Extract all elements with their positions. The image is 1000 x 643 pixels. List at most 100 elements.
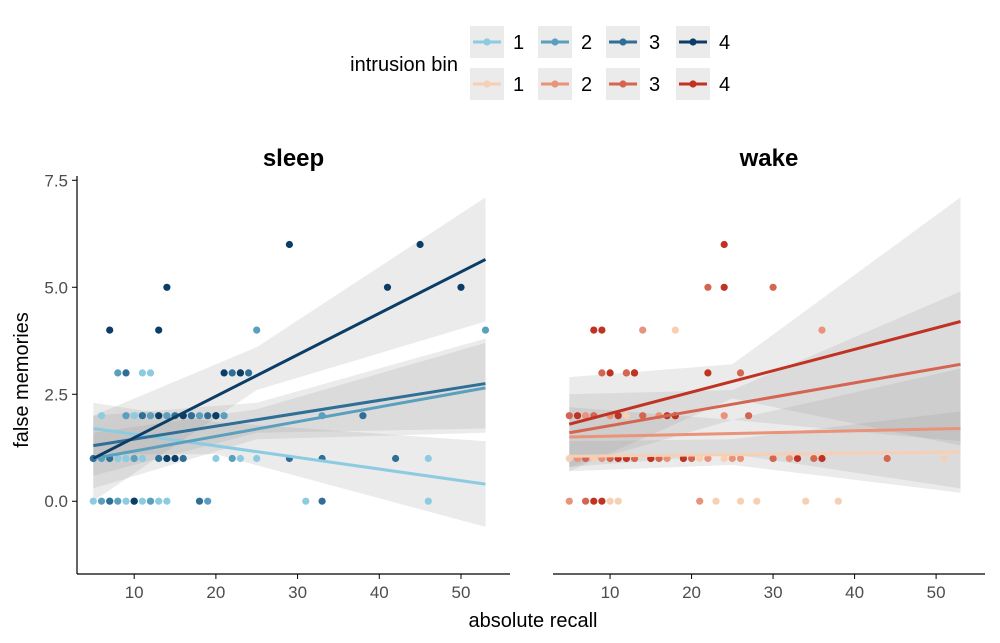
fit-line-wake-bin-4	[568, 320, 961, 426]
point-wake-bin-1	[614, 497, 622, 505]
point-sleep-bin-1	[302, 497, 310, 505]
point-sleep-bin-2	[122, 412, 130, 420]
point-wake-bin-3	[688, 454, 696, 463]
point-sleep-bin-3	[359, 412, 367, 420]
legend-key-label: 2	[581, 32, 592, 54]
point-wake-bin-1	[712, 497, 720, 505]
y-tick-label: 0.0	[44, 492, 68, 511]
point-sleep-bin-4	[155, 326, 163, 334]
fit-line-wake-bin-2	[569, 426, 961, 439]
point-wake-bin-3	[582, 497, 590, 505]
fit-line-wake-bin-1	[569, 450, 961, 458]
point-wake-bin-2	[818, 326, 826, 334]
point-sleep-bin-1	[236, 454, 244, 463]
point-wake-bin-1	[940, 454, 948, 463]
point-wake-bin-4	[818, 454, 826, 463]
point-wake-bin-3	[810, 454, 818, 463]
point-wake-bin-4	[630, 369, 639, 377]
point-sleep-bin-2	[97, 497, 106, 505]
point-sleep-bin-1	[253, 454, 261, 463]
legend-key-sleep-bin-4: 4	[676, 26, 730, 58]
point-sleep-bin-4	[220, 369, 228, 377]
fit-line-sleep-bin-1	[93, 427, 486, 486]
point-sleep-bin-1	[122, 454, 130, 463]
point-wake-bin-2	[639, 326, 647, 334]
point-wake-bin-4	[606, 369, 614, 377]
confidence-band-wake-bin-4	[569, 197, 961, 472]
legend-key-point	[483, 38, 491, 46]
point-wake-bin-4	[793, 454, 802, 463]
point-wake-bin-4	[704, 369, 712, 377]
point-wake-bin-2	[720, 412, 728, 420]
point-wake-bin-3	[769, 454, 777, 463]
point-sleep-bin-1	[97, 412, 106, 420]
point-wake-bin-1	[736, 497, 745, 505]
point-sleep-bin-4	[285, 240, 293, 249]
point-sleep-bin-4	[236, 369, 244, 377]
point-wake-bin-3	[736, 369, 745, 377]
point-sleep-bin-4	[383, 283, 392, 291]
point-sleep-bin-4	[163, 283, 171, 291]
legend-key-label: 4	[719, 74, 730, 96]
point-sleep-bin-3	[187, 412, 195, 420]
point-wake-bin-4	[598, 497, 606, 505]
legend-key-point	[689, 80, 697, 88]
point-sleep-bin-3	[318, 497, 326, 505]
point-wake-bin-1	[720, 454, 728, 463]
y-tick-label: 2.5	[44, 385, 68, 404]
point-sleep-bin-2	[481, 326, 490, 334]
point-sleep-bin-4	[416, 240, 424, 249]
point-wake-bin-3	[598, 369, 606, 377]
point-sleep-bin-1	[424, 497, 432, 505]
legend-key-point	[551, 80, 559, 88]
point-wake-bin-1	[834, 497, 842, 505]
legend-key-point	[483, 80, 491, 88]
legend-key-label: 3	[649, 32, 660, 54]
point-sleep-bin-1	[155, 497, 163, 505]
confidence-band-sleep-bin-4	[93, 197, 486, 502]
legend-key-wake-bin-4: 4	[676, 68, 730, 100]
point-sleep-bin-1	[146, 369, 155, 377]
x-tick-label: 20	[206, 583, 225, 602]
point-wake-bin-3	[565, 412, 573, 420]
x-tick-label: 30	[288, 583, 307, 602]
fit-line-wake-bin-3	[569, 362, 961, 435]
point-sleep-bin-2	[163, 412, 171, 420]
point-wake-bin-4	[614, 412, 622, 420]
point-wake-bin-2	[785, 454, 794, 463]
point-sleep-bin-1	[89, 497, 97, 505]
point-wake-bin-3	[622, 369, 631, 377]
point-sleep-bin-3	[155, 454, 163, 463]
fit-line-sleep-bin-3	[93, 382, 486, 448]
legend-key-wake-bin-1: 1	[470, 68, 524, 100]
point-sleep-bin-4	[212, 412, 220, 420]
point-sleep-bin-2	[220, 412, 228, 420]
point-sleep-bin-2	[130, 454, 138, 463]
legend-key-sleep-bin-3: 3	[606, 26, 660, 58]
point-wake-bin-3	[639, 412, 647, 420]
point-sleep-bin-2	[146, 497, 155, 505]
x-tick-label: 20	[682, 583, 701, 602]
point-sleep-bin-3	[195, 497, 204, 505]
legend-key-point	[619, 80, 627, 88]
point-sleep-bin-3	[204, 412, 212, 420]
point-sleep-bin-2	[228, 454, 236, 463]
point-sleep-bin-1	[114, 454, 122, 463]
point-sleep-bin-2	[195, 412, 204, 420]
point-wake-bin-4	[590, 497, 598, 505]
point-sleep-bin-4	[155, 412, 163, 420]
point-wake-bin-4	[598, 326, 606, 334]
point-wake-bin-3	[745, 412, 753, 420]
fit-line-sleep-bin-2	[93, 386, 486, 460]
point-sleep-bin-4	[106, 326, 114, 334]
point-wake-bin-4	[720, 240, 728, 249]
point-wake-bin-1	[696, 454, 704, 463]
point-wake-bin-4	[720, 283, 728, 291]
panel-title: wake	[739, 145, 799, 172]
point-sleep-bin-2	[114, 497, 122, 505]
point-sleep-bin-1	[130, 412, 138, 420]
x-tick-label: 50	[452, 583, 471, 602]
point-sleep-bin-1	[138, 369, 146, 377]
confidence-band-wake-bin-3	[569, 291, 961, 467]
